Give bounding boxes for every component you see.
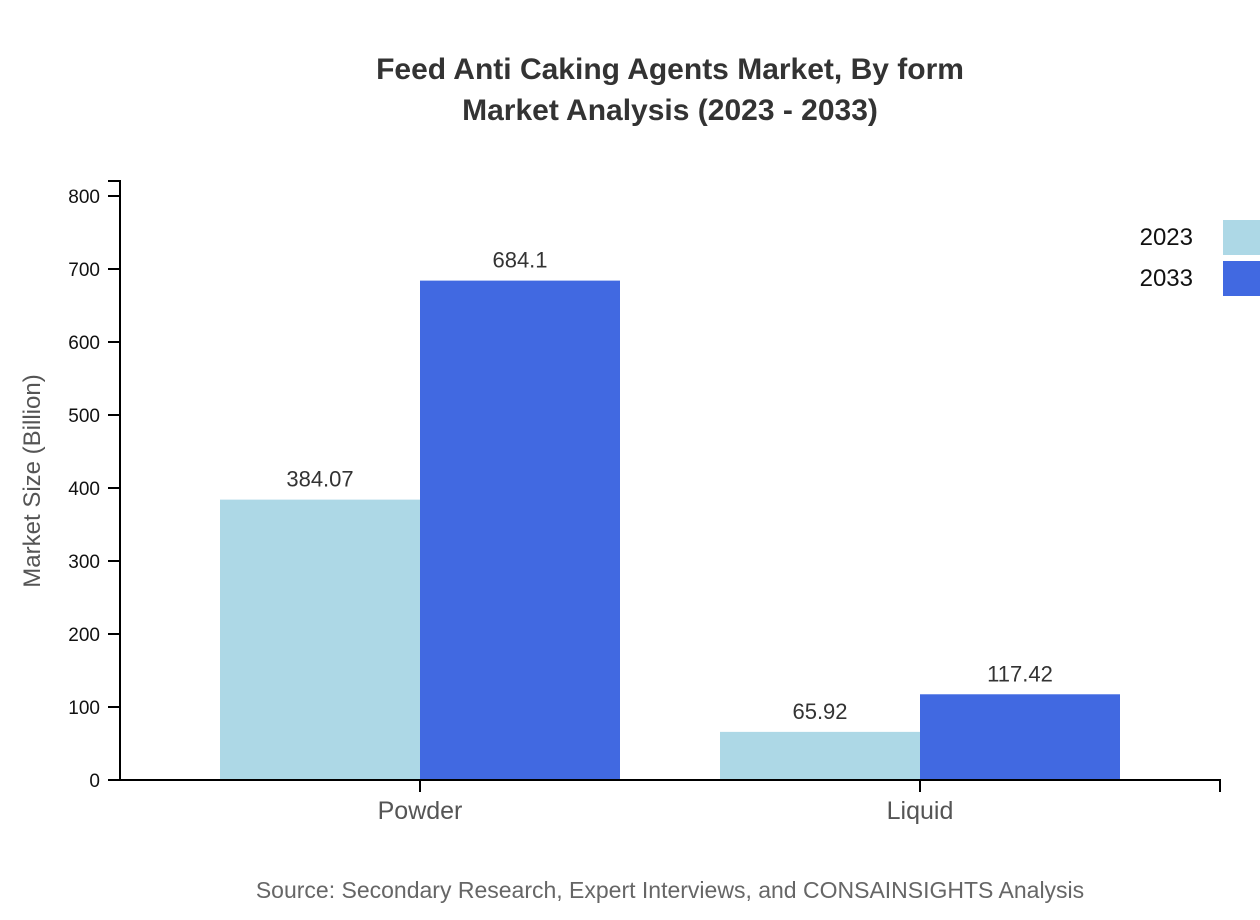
legend-swatch-2023	[1223, 220, 1260, 255]
category-label: Liquid	[887, 797, 954, 825]
source-note: Source: Secondary Research, Expert Inter…	[255, 877, 1085, 903]
y-tick-label: 700	[68, 260, 100, 281]
y-tick-label: 800	[68, 187, 100, 208]
bar-powder-2033	[420, 280, 620, 780]
x-axis	[108, 779, 1221, 792]
value-label: 684.1	[492, 248, 547, 273]
legend: 2023 2033	[1140, 220, 1260, 296]
y-tick-label: 100	[68, 698, 100, 719]
y-tick-label: 200	[68, 625, 100, 646]
y-tick-label: 300	[68, 552, 100, 573]
y-axis	[108, 180, 121, 780]
value-label: 384.07	[286, 467, 353, 492]
bar-liquid-2033	[920, 694, 1120, 780]
bar-liquid-2023	[720, 731, 920, 780]
value-label: 65.92	[792, 699, 847, 724]
legend-label-2033: 2033	[1139, 264, 1193, 292]
legend-label-2023: 2023	[1139, 223, 1193, 251]
chart-title-line2: Market Analysis (2023 - 2033)	[462, 94, 878, 127]
bar-powder-2023	[220, 499, 420, 780]
legend-item: 2023	[1140, 220, 1260, 255]
category-label: Powder	[378, 797, 463, 825]
y-tick-label: 500	[68, 406, 100, 427]
chart-title: Feed Anti Caking Agents Market, By form …	[80, 49, 1260, 131]
y-tick-label: 400	[68, 479, 100, 500]
legend-item: 2033	[1140, 261, 1260, 296]
y-tick-label: 600	[68, 333, 100, 354]
y-tick-label: 0	[89, 771, 100, 792]
value-label: 117.42	[987, 661, 1053, 686]
chart-title-line1: Feed Anti Caking Agents Market, By form	[376, 53, 964, 86]
legend-swatch-2033	[1223, 261, 1260, 296]
